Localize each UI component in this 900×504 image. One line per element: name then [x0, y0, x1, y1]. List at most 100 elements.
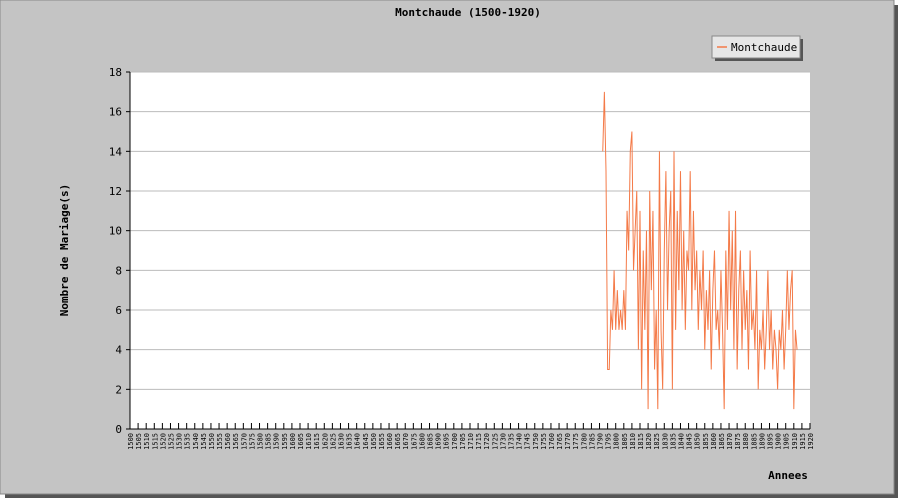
y-tick-label: 6 — [115, 304, 122, 317]
x-tick-label: 1865 — [718, 433, 726, 450]
x-tick-label: 1670 — [402, 433, 410, 450]
x-tick-label: 1875 — [734, 433, 742, 450]
legend — [711, 35, 801, 59]
x-tick-label: 1785 — [588, 433, 596, 450]
y-tick-label: 18 — [109, 66, 122, 79]
x-tick-label: 1800 — [613, 433, 621, 450]
y-axis-label: Nombre de Mariage(s) — [58, 184, 71, 316]
x-tick-label: 1535 — [184, 433, 192, 450]
x-tick-label: 1520 — [159, 433, 167, 450]
x-tick-label: 1710 — [467, 433, 475, 450]
x-tick-label: 1630 — [337, 433, 345, 450]
x-tick-label: 1690 — [435, 433, 443, 450]
x-tick-label: 1640 — [354, 433, 362, 450]
x-tick-label: 1850 — [694, 433, 702, 450]
x-tick-label: 1530 — [176, 433, 184, 450]
x-tick-label: 1510 — [143, 433, 151, 450]
x-tick-label: 1685 — [427, 433, 435, 450]
x-tick-label: 1680 — [418, 433, 426, 450]
chart-title: Montchaude (1500-1920) — [395, 6, 541, 19]
x-tick-label: 1610 — [305, 433, 313, 450]
y-tick-label: 4 — [115, 344, 122, 357]
x-tick-label: 1650 — [370, 433, 378, 450]
x-tick-label: 1605 — [297, 433, 305, 450]
x-tick-label: 1815 — [637, 433, 645, 450]
x-tick-label: 1720 — [483, 433, 491, 450]
y-tick-label: 16 — [109, 106, 122, 119]
x-tick-label: 1765 — [556, 433, 564, 450]
x-tick-label: 1550 — [208, 433, 216, 450]
x-tick-label: 1920 — [807, 433, 815, 450]
x-tick-label: 1620 — [321, 433, 329, 450]
x-tick-label: 1560 — [224, 433, 232, 450]
x-tick-label: 1900 — [775, 433, 783, 450]
x-tick-label: 1505 — [135, 433, 143, 450]
x-tick-label: 1885 — [750, 433, 758, 450]
x-tick-label: 1760 — [548, 433, 556, 450]
x-tick-label: 1575 — [248, 433, 256, 450]
x-tick-label: 1675 — [410, 433, 418, 450]
x-tick-label: 1775 — [572, 433, 580, 450]
x-tick-label: 1880 — [742, 433, 750, 450]
x-tick-label: 1780 — [580, 433, 588, 450]
x-tick-label: 1715 — [475, 433, 483, 450]
x-tick-label: 1810 — [629, 433, 637, 450]
x-tick-label: 1590 — [273, 433, 281, 450]
x-tick-label: 1870 — [726, 433, 734, 450]
x-tick-label: 1910 — [791, 433, 799, 450]
x-tick-label: 1705 — [459, 433, 467, 450]
x-tick-label: 1540 — [192, 433, 200, 450]
x-tick-label: 1790 — [597, 433, 605, 450]
x-tick-label: 1615 — [313, 433, 321, 450]
y-tick-label: 12 — [109, 185, 122, 198]
x-tick-label: 1725 — [491, 433, 499, 450]
x-tick-label: 1755 — [540, 433, 548, 450]
x-tick-label: 1770 — [564, 433, 572, 450]
y-tick-label: 10 — [109, 225, 122, 238]
x-tick-label: 1585 — [265, 433, 273, 450]
x-tick-label: 1855 — [702, 433, 710, 450]
x-tick-label: 1570 — [240, 433, 248, 450]
x-axis-label: Annees — [768, 469, 808, 482]
x-tick-label: 1825 — [653, 433, 661, 450]
x-tick-label: 1840 — [677, 433, 685, 450]
legend-label: Montchaude — [731, 41, 797, 54]
y-tick-label: 0 — [115, 423, 122, 436]
x-tick-label: 1750 — [532, 433, 540, 450]
y-tick-label: 8 — [115, 264, 122, 277]
x-tick-label: 1525 — [167, 433, 175, 450]
x-tick-label: 1665 — [394, 433, 402, 450]
x-tick-label: 1565 — [232, 433, 240, 450]
x-tick-label: 1635 — [346, 433, 354, 450]
plot-area — [130, 72, 810, 429]
x-tick-label: 1890 — [758, 433, 766, 450]
x-tick-label: 1745 — [524, 433, 532, 450]
x-tick-label: 1835 — [669, 433, 677, 450]
y-tick-label: 2 — [115, 383, 122, 396]
x-tick-label: 1695 — [443, 433, 451, 450]
x-tick-label: 1895 — [767, 433, 775, 450]
x-tick-label: 1645 — [362, 433, 370, 450]
x-tick-label: 1735 — [507, 433, 515, 450]
x-tick-label: 1915 — [799, 433, 807, 450]
x-tick-label: 1820 — [645, 433, 653, 450]
x-tick-label: 1580 — [257, 433, 265, 450]
x-tick-label: 1660 — [386, 433, 394, 450]
x-tick-label: 1625 — [329, 433, 337, 450]
x-tick-label: 1500 — [127, 433, 135, 450]
x-tick-label: 1860 — [710, 433, 718, 450]
x-tick-label: 1805 — [621, 433, 629, 450]
x-tick-label: 1830 — [661, 433, 669, 450]
x-tick-label: 1595 — [281, 433, 289, 450]
x-tick-label: 1655 — [378, 433, 386, 450]
x-tick-label: 1795 — [605, 433, 613, 450]
x-tick-label: 1600 — [289, 433, 297, 450]
x-tick-label: 1700 — [451, 433, 459, 450]
x-tick-label: 1905 — [783, 433, 791, 450]
x-tick-label: 1515 — [151, 433, 159, 450]
x-tick-label: 1845 — [686, 433, 694, 450]
y-tick-label: 14 — [109, 145, 123, 158]
x-tick-label: 1545 — [200, 433, 208, 450]
